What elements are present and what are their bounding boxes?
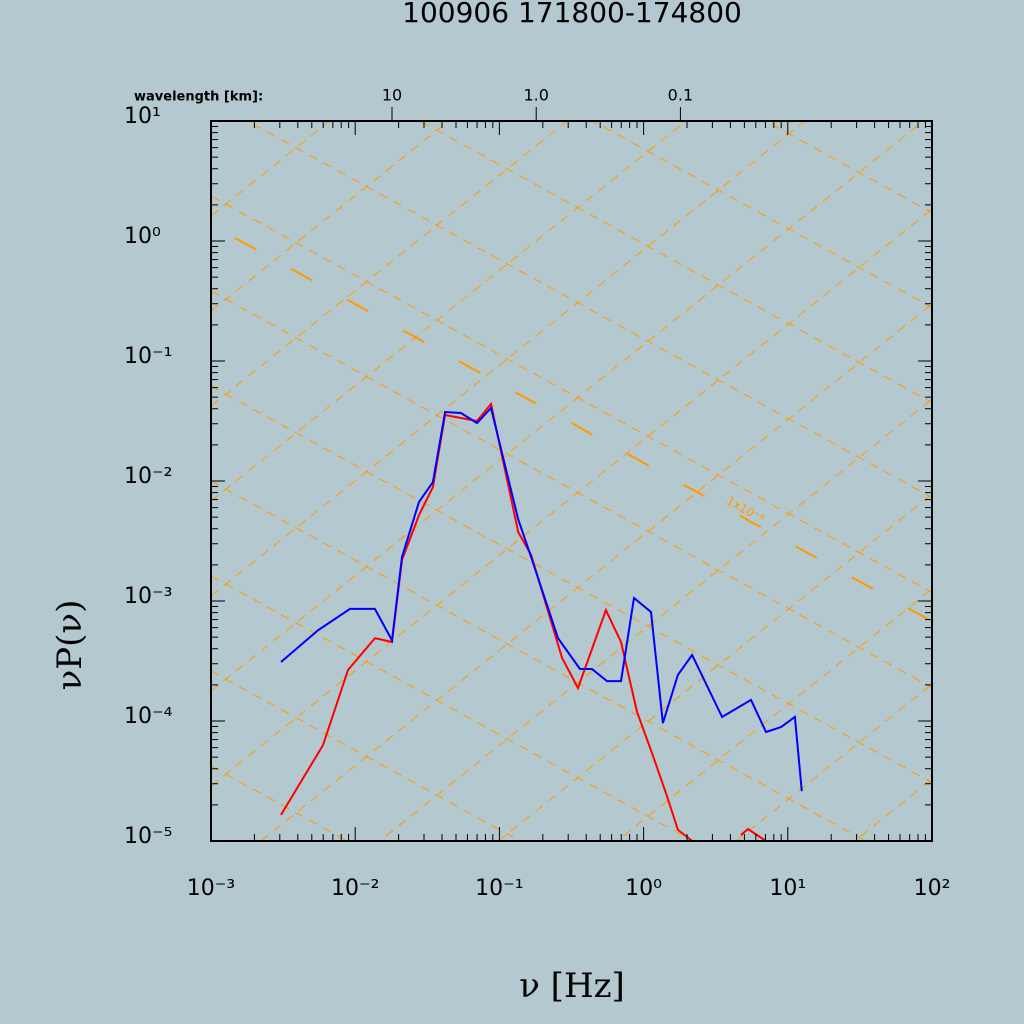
y-tick-label: 10⁻³ bbox=[124, 584, 172, 609]
guide-line bbox=[497, 493, 932, 841]
y-axis-label: νP(ν) bbox=[50, 600, 90, 691]
x-tick-label: 10⁻³ bbox=[187, 876, 235, 901]
x-axis-label: ν [Hz] bbox=[519, 966, 625, 1006]
guide-line bbox=[234, 237, 932, 623]
x-tick-label: 10⁰ bbox=[625, 876, 662, 901]
guide-lines bbox=[211, 121, 932, 841]
y-tick-label: 10⁻¹ bbox=[124, 344, 172, 369]
chart-title: 100906 171800-174800 bbox=[402, 0, 742, 29]
x2-tick-label: 0.1 bbox=[668, 86, 693, 105]
x-tick-label: 10⁻¹ bbox=[475, 876, 523, 901]
guide-line bbox=[735, 683, 932, 841]
data-line bbox=[280, 401, 767, 841]
guide-line bbox=[211, 208, 932, 787]
x-tick-label: 10¹ bbox=[769, 876, 806, 901]
plot-area bbox=[280, 401, 803, 841]
x2-tick-label: 10 bbox=[382, 86, 402, 105]
y-tick-label: 10⁻⁴ bbox=[124, 704, 173, 729]
y-tick-label: 10¹ bbox=[124, 104, 161, 129]
x2-axis-label: wavelength [km]: bbox=[134, 90, 263, 105]
guide-line bbox=[260, 303, 932, 841]
x-tick-label: 10² bbox=[914, 876, 951, 901]
guide-line bbox=[378, 398, 932, 841]
guide-line bbox=[616, 588, 932, 841]
x-tick-label: 10⁻² bbox=[331, 876, 379, 901]
data-line bbox=[280, 405, 803, 792]
x2-tick-label: 1.0 bbox=[523, 86, 548, 105]
y-tick-label: 10⁻⁵ bbox=[124, 824, 172, 849]
y-tick-label: 10⁻² bbox=[124, 464, 172, 489]
y-tick-label: 10⁰ bbox=[124, 224, 161, 249]
guide-line bbox=[211, 121, 925, 692]
